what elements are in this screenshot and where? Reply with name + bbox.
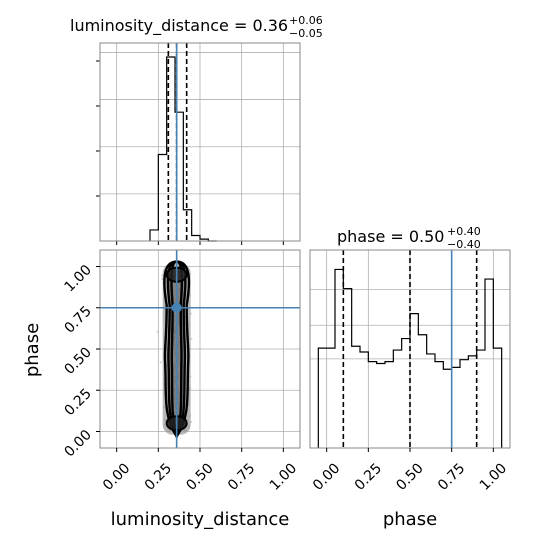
phase-ytick-label-2: 0.50: [61, 345, 94, 378]
lumdist-xtick-label-3: 0.75: [225, 460, 258, 493]
title-luminosity-distance-median: 0.36: [252, 16, 288, 35]
phase-ytick-label-3: 0.75: [61, 303, 94, 336]
title-phase-plus: +0.40: [447, 225, 481, 238]
phase-xtick-label-2: 0.50: [393, 460, 426, 493]
ylabel-phase: phase: [22, 323, 43, 377]
title-luminosity-distance-text: luminosity_distance =: [70, 16, 252, 36]
phase-xtick-label-4: 1.00: [477, 460, 510, 493]
phase-ytick-label-0: 0.00: [61, 427, 94, 460]
title-phase-median: 0.50: [409, 227, 445, 246]
lumdist-xtick-label-2: 0.50: [183, 460, 216, 493]
title-phase-text: phase =: [337, 227, 409, 246]
lumdist-hist-frame: [99, 42, 301, 242]
lumdist-histogram-step: [149, 56, 217, 242]
joint-scatter-point: [159, 361, 162, 364]
lumdist-xtick-label-1: 0.25: [142, 460, 175, 493]
title-luminosity-distance-plus: +0.06: [289, 14, 323, 27]
phase-xtick-label-0: 0.00: [310, 460, 343, 493]
joint-scatter-point: [190, 337, 193, 340]
phase-ytick-label-4: 1.00: [61, 262, 94, 295]
title-luminosity-distance: luminosity_distance = 0.36: [70, 16, 288, 36]
joint-scatter-point: [156, 330, 159, 333]
phase-xtick-label-1: 0.25: [352, 460, 385, 493]
phase-ytick-label-1: 0.25: [61, 386, 94, 419]
title-phase: phase = 0.50: [337, 227, 444, 246]
title-luminosity-distance-minus: −0.05: [289, 27, 323, 40]
title-phase-minus: −0.40: [447, 238, 481, 251]
phase-histogram-step: [317, 268, 503, 448]
xlabel-luminosity-distance: luminosity_distance: [111, 509, 290, 530]
lumdist-xtick-label-4: 1.00: [267, 460, 300, 493]
lumdist-xtick-label-0: 0.00: [100, 460, 133, 493]
phase-xtick-label-3: 0.75: [435, 460, 468, 493]
joint-truth-point: [171, 302, 182, 313]
xlabel-phase: phase: [383, 509, 437, 530]
